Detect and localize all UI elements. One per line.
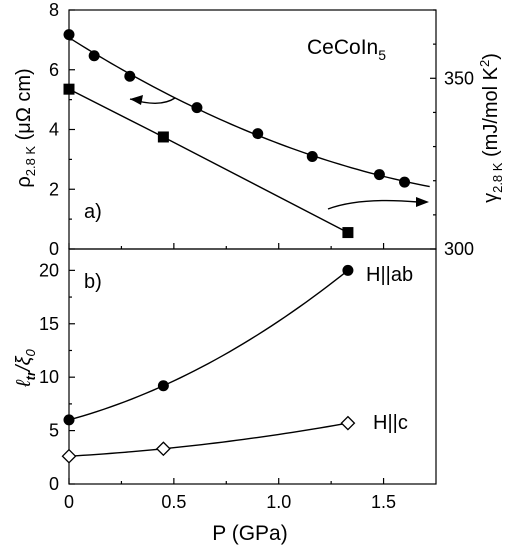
panel-a-y2-tick-label: 350 bbox=[444, 68, 474, 88]
gamma-circle-marker bbox=[191, 102, 203, 114]
panel-a-label: a) bbox=[84, 201, 102, 223]
x-tick-label: 0 bbox=[64, 492, 74, 512]
panel-a-y-tick-label: 2 bbox=[49, 179, 59, 199]
h-c-diamond-marker bbox=[155, 441, 171, 457]
rho-square-marker bbox=[63, 83, 75, 95]
curves-layer bbox=[68, 37, 430, 457]
gamma-circle-marker bbox=[124, 70, 136, 82]
h-c-diamond-marker bbox=[340, 415, 356, 431]
x-axis-title: P (GPa) bbox=[212, 522, 287, 545]
x-tick-label: 1.0 bbox=[266, 492, 291, 512]
legend-h-ab: H||ab bbox=[366, 264, 413, 286]
gamma-circle-marker bbox=[306, 150, 318, 162]
y-axis-title-ratio: ℓtr/ξ0 bbox=[13, 348, 38, 387]
compound-label: CeCoIn5 bbox=[307, 36, 386, 63]
gamma-fit-curve bbox=[68, 37, 430, 188]
panel-b-y-tick-label: 10 bbox=[39, 367, 59, 387]
panel-a-y-tick-label: 6 bbox=[49, 60, 59, 80]
panel-b-y-tick-label: 20 bbox=[39, 260, 59, 280]
panel-a-y-tick-label: 8 bbox=[49, 0, 59, 20]
h-ab-circle-marker bbox=[157, 380, 169, 392]
arrow-to-right-axis-head bbox=[416, 197, 429, 207]
panel-b-y-tick-label: 5 bbox=[49, 421, 59, 441]
arrow-to-right-axis bbox=[327, 199, 419, 210]
gamma-circle-marker bbox=[88, 50, 100, 62]
y2-axis-title-gamma: γ2.8 K (mJ/mol K2) bbox=[477, 53, 505, 203]
panel-b-y-tick-label: 0 bbox=[49, 474, 59, 494]
gamma-circle-marker bbox=[63, 29, 75, 41]
panel-a-y2-tick-label: 300 bbox=[444, 239, 474, 259]
h-ab-curve bbox=[68, 269, 349, 421]
panel-b-frame bbox=[68, 248, 437, 485]
h-ab-circle-marker bbox=[342, 264, 354, 276]
panel-b-y-tick-label: 15 bbox=[39, 314, 59, 334]
panel-a-y-tick-label: 0 bbox=[49, 239, 59, 259]
x-tick-label: 1.5 bbox=[371, 492, 396, 512]
h-c-curve bbox=[68, 422, 349, 457]
panel-b-label: b) bbox=[84, 271, 102, 293]
h-ab-circle-marker bbox=[63, 414, 75, 426]
legend-h-c: H||c bbox=[373, 412, 408, 434]
arrow-to-left-axis-head bbox=[130, 95, 143, 105]
gamma-circle-marker bbox=[399, 176, 411, 188]
rho-line bbox=[68, 88, 349, 234]
rho-square-marker bbox=[342, 227, 354, 239]
h-c-diamond-marker bbox=[61, 448, 77, 464]
markers-layer bbox=[61, 29, 411, 464]
x-tick-label: 0.5 bbox=[161, 492, 186, 512]
gamma-circle-marker bbox=[373, 169, 385, 181]
panel-a-y-tick-label: 4 bbox=[49, 120, 59, 140]
y-axis-title-rho: ρ2.8 K (μΩ cm) bbox=[13, 68, 38, 187]
rho-square-marker bbox=[157, 131, 169, 143]
panel-a-frame bbox=[68, 9, 437, 250]
gamma-circle-marker bbox=[252, 128, 264, 140]
